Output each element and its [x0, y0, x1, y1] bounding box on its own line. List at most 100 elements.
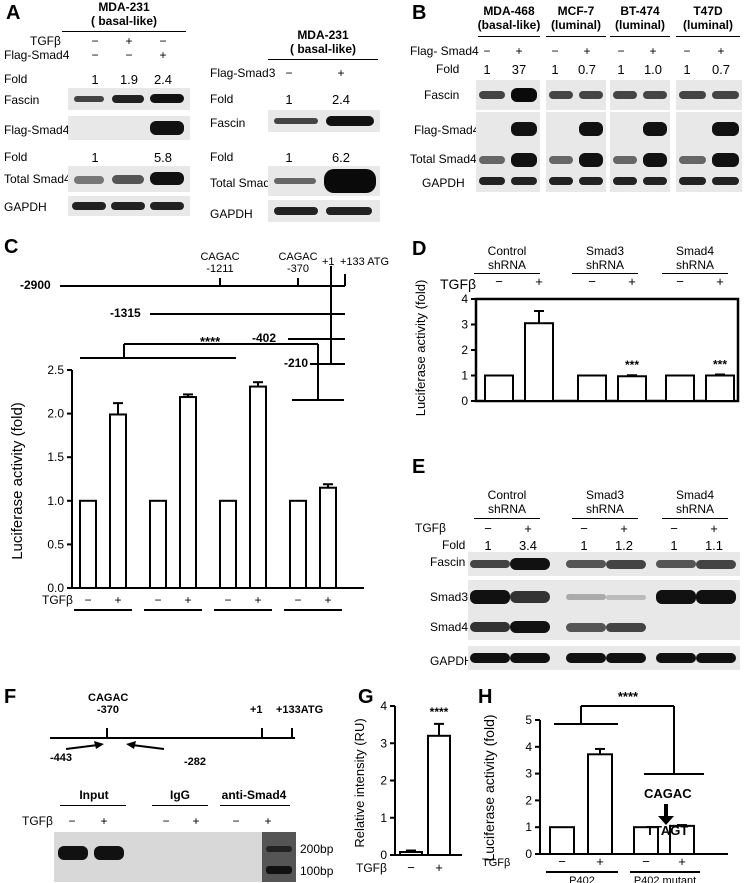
- band: [549, 177, 573, 185]
- group-header: Smad3 shRNA: [570, 488, 640, 516]
- band: [696, 590, 736, 604]
- row-label-gapdh: GAPDH: [422, 176, 465, 190]
- band: [606, 559, 646, 569]
- y-tick-label: 3: [461, 318, 468, 332]
- y-tick-label: 3: [380, 736, 387, 750]
- construct-label: -1315: [110, 306, 141, 320]
- blot-segment: [546, 80, 606, 110]
- bar: [179, 396, 197, 589]
- y-tick-label: 3: [525, 767, 532, 781]
- row-label-gapdh: GAPDH: [430, 654, 473, 668]
- sign: +: [649, 44, 657, 58]
- tgfb-label: TGFβ: [440, 276, 477, 292]
- blot-segment: [610, 80, 670, 110]
- group-rule: [474, 518, 540, 519]
- group-label: P2900: [84, 614, 122, 616]
- row-label-total-smad3: Total Smad3: [210, 176, 277, 190]
- bar: [427, 734, 451, 856]
- band: [656, 653, 696, 663]
- blot-segment: [676, 146, 742, 174]
- fold-value: 1: [484, 538, 492, 553]
- bar: [149, 499, 167, 589]
- band: [510, 558, 550, 570]
- fold-value: 1: [683, 62, 691, 77]
- sign: −: [495, 274, 503, 289]
- band: [549, 125, 573, 133]
- tgfb-label: TGFβ: [415, 521, 446, 535]
- band: [549, 91, 573, 99]
- band: [643, 153, 667, 167]
- sign: −: [154, 593, 161, 607]
- band: [579, 153, 603, 167]
- significance-marker: ****: [430, 705, 449, 719]
- marker-label: 100bp: [300, 864, 334, 878]
- panel-h-figure: 0 1 2 3 4 5 Luciferase activity (fold) − + − + TGFβ…: [481, 689, 728, 883]
- y-tick-label: 1.5: [47, 450, 64, 464]
- group-rule: [662, 518, 728, 519]
- group-label: P210: [298, 614, 328, 616]
- construct-label: -210: [284, 356, 309, 370]
- group-header-line: shRNA: [487, 258, 526, 272]
- sign: −: [407, 860, 415, 875]
- sign: −: [84, 593, 91, 607]
- group-header-line: Control: [487, 488, 527, 502]
- sign: −: [483, 44, 491, 58]
- panel-h-label: H: [478, 686, 493, 708]
- sign: −: [125, 48, 133, 62]
- cell-line-header: MCF-7 (luminal): [551, 4, 601, 32]
- row-label-smad4: Smad4: [430, 620, 469, 634]
- blot-row: [468, 646, 740, 670]
- lane-label: anti-Smad4: [221, 788, 287, 802]
- sign: −: [588, 274, 596, 289]
- sign: −: [232, 814, 240, 828]
- band: [712, 122, 739, 136]
- fold-value: 37: [511, 62, 527, 77]
- y-tick-label: 2: [525, 793, 532, 807]
- group-rule: [572, 518, 638, 519]
- panel-e-label: E: [412, 456, 426, 478]
- band: [613, 125, 637, 133]
- fold-value: 6.2: [331, 150, 351, 165]
- fold-value: 2.4: [153, 72, 173, 87]
- row-label-fascin: Fascin: [430, 555, 466, 569]
- fold-value: 5.8: [153, 150, 173, 165]
- fold-value: 1.9: [119, 72, 139, 87]
- lane-rule: [60, 805, 126, 806]
- bar: [249, 385, 267, 589]
- blot-gapdh: [68, 196, 190, 216]
- band: [479, 125, 505, 133]
- row-label-fascin: Fascin: [424, 88, 460, 102]
- header-rule: [610, 36, 670, 37]
- band: [511, 177, 537, 185]
- blot-segment: [476, 80, 540, 110]
- sign: +: [515, 44, 523, 58]
- group-label: P1315: [154, 614, 192, 616]
- significance-marker: ***: [625, 358, 639, 372]
- sign: −: [484, 521, 492, 536]
- sign: −: [294, 593, 301, 607]
- band: [643, 177, 667, 185]
- header-rule: [676, 36, 740, 37]
- bar: [549, 826, 575, 855]
- band: [479, 156, 505, 164]
- y-tick-label: 4: [461, 292, 468, 306]
- y-tick-label: 0: [461, 394, 468, 408]
- sign: −: [676, 274, 684, 289]
- band: [579, 122, 603, 136]
- blot-segment: [676, 170, 742, 192]
- row-label-gapdh: GAPDH: [210, 207, 253, 221]
- sign: +: [583, 44, 591, 58]
- bar: [705, 374, 735, 402]
- sign: −: [91, 48, 99, 62]
- construct-label: -402: [252, 331, 277, 345]
- blot-segment: [610, 146, 670, 174]
- bar: [633, 826, 659, 855]
- sign: +: [435, 860, 443, 875]
- band: [643, 91, 667, 99]
- sign: +: [535, 274, 543, 289]
- row-label-fascin: Fascin: [210, 116, 246, 130]
- sign: −: [670, 521, 678, 536]
- fold-value: 2.4: [331, 92, 351, 107]
- panel-a-left-title: MDA-231 ( basal-like): [90, 0, 158, 28]
- sign: −: [224, 593, 231, 607]
